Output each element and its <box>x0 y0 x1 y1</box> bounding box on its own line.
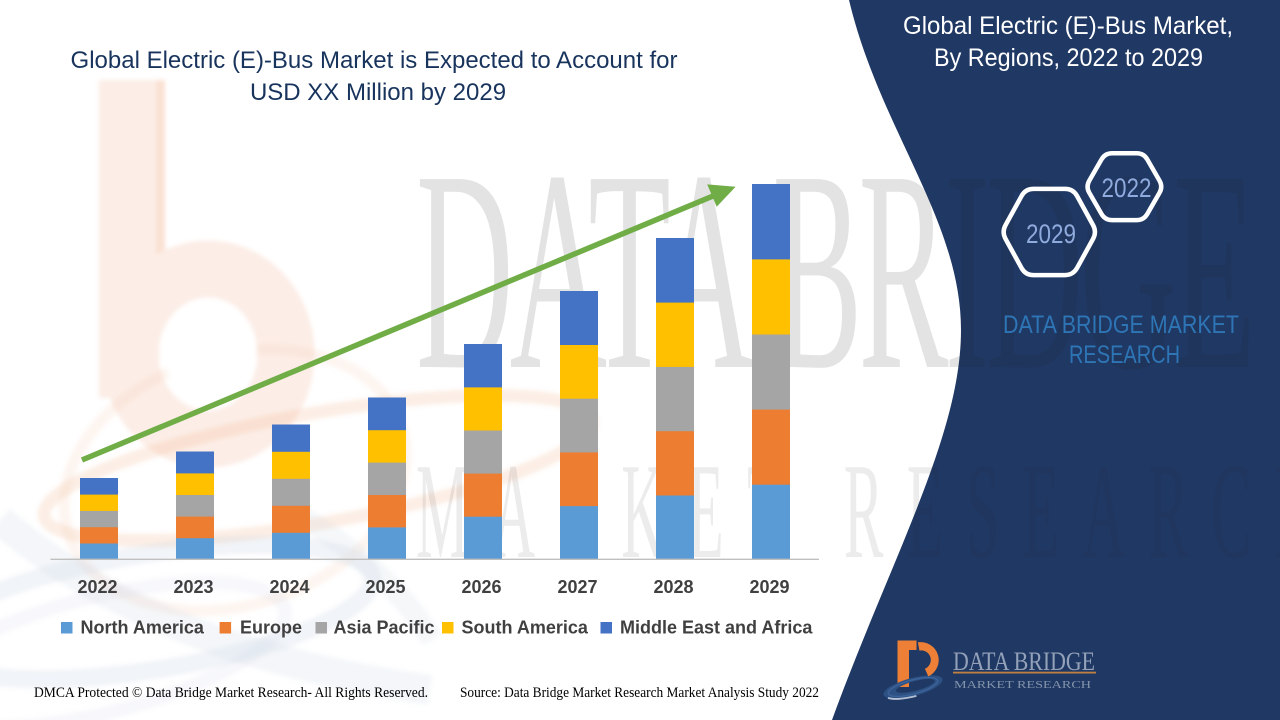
svg-text:2024: 2024 <box>269 577 309 597</box>
svg-text:2023: 2023 <box>173 577 213 597</box>
svg-text:Source: Data Bridge Market Res: Source: Data Bridge Market Research Mark… <box>460 685 819 701</box>
svg-text:South America: South America <box>462 618 589 638</box>
svg-text:2027: 2027 <box>557 577 597 597</box>
svg-text:2025: 2025 <box>365 577 405 597</box>
svg-text:DATA BRIDGE: DATA BRIDGE <box>416 111 1252 430</box>
svg-text:2029: 2029 <box>749 577 789 597</box>
svg-text:USD XX Million by 2029: USD XX Million by 2029 <box>250 79 506 106</box>
svg-text:By Regions, 2022 to 2029: By Regions, 2022 to 2029 <box>934 44 1203 72</box>
svg-text:DMCA Protected © Data Bridge M: DMCA Protected © Data Bridge Market Rese… <box>34 685 428 701</box>
svg-text:DATA BRIDGE: DATA BRIDGE <box>953 646 1095 676</box>
svg-text:North America: North America <box>81 618 205 638</box>
svg-text:Global Electric (E)-Bus Market: Global Electric (E)-Bus Market, <box>903 12 1233 40</box>
svg-text:2029: 2029 <box>1026 219 1076 249</box>
svg-text:2022: 2022 <box>1102 173 1152 203</box>
svg-text:2022: 2022 <box>77 577 117 597</box>
svg-text:Middle East and Africa: Middle East and Africa <box>620 618 813 638</box>
svg-text:Europe: Europe <box>240 618 302 638</box>
svg-text:DATA BRIDGE MARKET: DATA BRIDGE MARKET <box>1003 311 1239 339</box>
svg-text:2026: 2026 <box>461 577 501 597</box>
svg-text:Global Electric (E)-Bus Market: Global Electric (E)-Bus Market is Expect… <box>71 47 678 74</box>
svg-text:Asia Pacific: Asia Pacific <box>334 618 435 638</box>
svg-text:MARKET RESEARCH: MARKET RESEARCH <box>954 680 1092 691</box>
svg-text:2028: 2028 <box>653 577 693 597</box>
svg-text:RESEARCH: RESEARCH <box>1069 341 1180 369</box>
svg-text:MARKET RESEARCH: MARKET RESEARCH <box>416 435 1280 587</box>
